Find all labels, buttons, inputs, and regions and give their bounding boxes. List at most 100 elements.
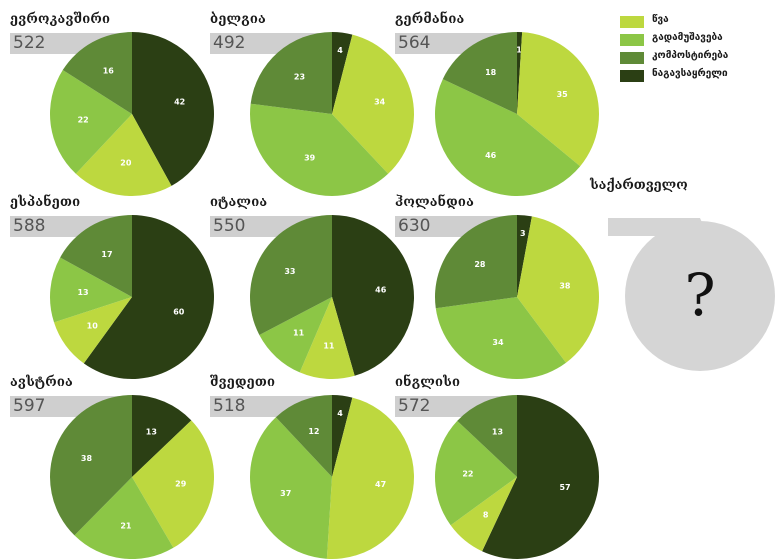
- slice-label: 38: [559, 281, 571, 290]
- pie-title: ავსტრია: [10, 375, 73, 390]
- pie-slice: [275, 395, 332, 477]
- pie-slice: [435, 420, 517, 526]
- legend-swatch: [620, 16, 644, 28]
- slice-label: 34: [492, 338, 504, 347]
- slice-label: 12: [308, 427, 319, 436]
- legend-swatch: [620, 70, 644, 82]
- pie-slice: [49, 70, 132, 174]
- slice-label: 57: [559, 483, 570, 492]
- pie-slice: [83, 215, 215, 379]
- total-value: 572: [398, 396, 431, 416]
- unknown-country-panel: საქართველო ?: [590, 178, 780, 378]
- pie-slice: [250, 215, 332, 336]
- pie-panel: შვედეთი 4 47 37 12 518: [210, 375, 414, 560]
- slice-label: 42: [174, 97, 185, 106]
- slice-label: 39: [304, 153, 316, 162]
- pie-chart: 4 34 39 23: [250, 32, 414, 196]
- pie-slice: [259, 297, 332, 373]
- slice-label: 10: [87, 321, 99, 330]
- total-value: 518: [213, 396, 246, 416]
- pie-slice: [250, 417, 332, 559]
- slice-label: 8: [483, 510, 489, 519]
- pie-slice: [482, 395, 599, 559]
- slice-label: 13: [146, 427, 157, 436]
- slice-label: 17: [101, 250, 112, 259]
- pie-chart: 46 11 11 33: [250, 215, 414, 379]
- legend-swatch: [620, 52, 644, 64]
- pie-panel: ბელგია 4 34 39 23 492: [210, 12, 414, 197]
- pie-title: იტალია: [210, 195, 268, 210]
- pie-slice: [74, 477, 174, 559]
- pie-chart: 3 38 34 28: [435, 215, 599, 379]
- pie-title: ინგლისი: [395, 375, 461, 390]
- slice-label: 18: [485, 68, 497, 77]
- pie-slice: [50, 395, 132, 536]
- pie-slice: [60, 215, 132, 297]
- total-value: 564: [398, 33, 431, 53]
- slice-label: 20: [120, 158, 132, 167]
- pie-chart: 4 47 37 12: [250, 395, 414, 559]
- slice-label: 23: [294, 73, 305, 82]
- pie-title: ესპანეთი: [10, 195, 81, 210]
- pie-slice: [442, 32, 517, 114]
- total-value: 630: [398, 216, 431, 236]
- pie-slice: [326, 397, 414, 559]
- total-value: 588: [13, 216, 46, 236]
- pie-chart: 60 10 13 17: [50, 215, 215, 379]
- pie-slice: [435, 297, 567, 379]
- slice-label: 11: [323, 342, 335, 351]
- legend-label: კომპოსტირება: [652, 50, 729, 61]
- pie-slice: [517, 215, 532, 297]
- pie-slice: [50, 257, 132, 323]
- pie-slice: [457, 395, 517, 477]
- pie-panel: გერმანია 1 35 46 18 564: [395, 12, 599, 197]
- total-value: 522: [13, 33, 46, 53]
- pie-slice: [250, 32, 332, 114]
- pie-title: ბელგია: [210, 12, 266, 27]
- slice-label: 35: [557, 90, 569, 99]
- legend-label: გადამუშავება: [652, 32, 723, 43]
- pie-slice: [332, 34, 414, 174]
- pie-slice: [54, 297, 132, 364]
- slice-label: 34: [374, 97, 386, 106]
- pie-panel: ავსტრია 13 29 21 38 597: [10, 375, 214, 560]
- slice-label: 3: [520, 229, 526, 238]
- pie-slice: [450, 477, 517, 552]
- pie-slice: [517, 32, 599, 167]
- pie-slice: [517, 216, 599, 363]
- slice-label: 37: [280, 489, 291, 498]
- slice-label: 11: [293, 329, 305, 338]
- pie-slice: [250, 103, 389, 196]
- slice-label: 29: [175, 479, 187, 488]
- pie-title: ჰოლანდია: [395, 195, 474, 210]
- pie-panel: ევროკავშირი 42 20 22 16 522: [10, 12, 214, 197]
- unknown-country-title: საქართველო: [590, 178, 688, 193]
- pie-panel: ინგლისი 57 8 22 13 572: [395, 375, 599, 560]
- slice-label: 13: [77, 288, 88, 297]
- pie-slice: [299, 297, 355, 379]
- pie-chart: 57 8 22 13: [435, 395, 599, 559]
- slice-label: 46: [485, 151, 497, 160]
- slice-label: 46: [375, 286, 387, 295]
- pie-title: გერმანია: [395, 12, 465, 27]
- pie-slice: [132, 420, 214, 548]
- total-value: 550: [213, 216, 246, 236]
- pie-slice: [332, 395, 353, 477]
- legend-swatch: [620, 34, 644, 46]
- slice-label: 47: [375, 480, 386, 489]
- pie-slice: [132, 32, 214, 186]
- pie-chart: 1 35 46 18: [435, 32, 599, 196]
- slice-label: 38: [81, 454, 93, 463]
- pie-slice: [62, 32, 133, 114]
- slice-label: 22: [462, 469, 473, 478]
- legend-label: წვა: [652, 14, 669, 25]
- slice-label: 13: [492, 427, 503, 436]
- total-value: 597: [13, 396, 46, 416]
- unknown-country-graphic: ?: [608, 218, 775, 371]
- pie-panel: ჰოლანდია 3 38 34 28 630: [395, 195, 599, 380]
- slice-label: 28: [474, 260, 486, 269]
- pie-slice: [332, 32, 353, 114]
- legend-label: ნაგავსაყრელი: [652, 68, 728, 79]
- pie-panel: ესპანეთი 60 10 13 17 588: [10, 195, 215, 380]
- slice-label: 16: [103, 66, 115, 75]
